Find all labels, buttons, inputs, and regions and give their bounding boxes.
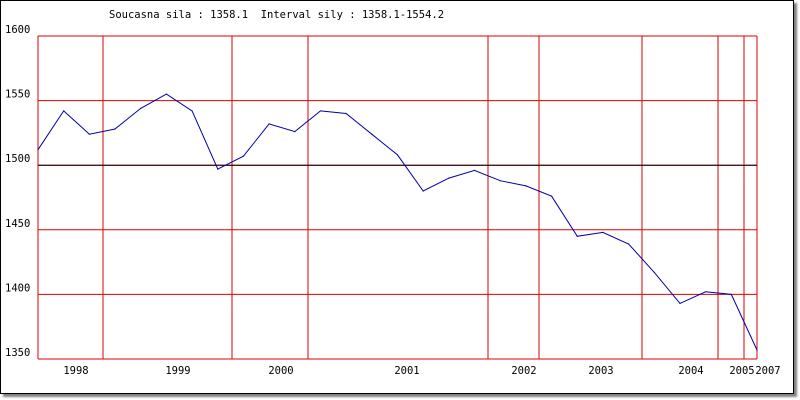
data-point-18 <box>499 180 501 182</box>
data-point-9 <box>268 123 270 125</box>
y-tick-label: 1500 <box>5 153 30 165</box>
data-point-17 <box>473 169 476 171</box>
x-tick-label: 1998 <box>63 365 88 377</box>
data-point-20 <box>550 195 553 197</box>
data-point-10 <box>294 131 296 133</box>
y-tick-label: 1600 <box>5 24 30 36</box>
chart-frame: Soucasna sila : 1358.1 Interval sily : 1… <box>0 0 794 394</box>
data-point-16 <box>448 177 450 179</box>
data-point-11 <box>319 110 322 112</box>
data-point-1 <box>63 110 65 112</box>
x-tick-label: 2003 <box>588 365 613 377</box>
horizontal-gridlines <box>38 35 757 360</box>
data-point-0 <box>37 149 39 151</box>
chart-header: Soucasna sila : 1358.1 Interval sily : 1… <box>109 9 444 21</box>
x-tick-label: 2001 <box>394 365 419 377</box>
y-tick-label: 1350 <box>5 347 30 359</box>
data-point-28 <box>756 349 758 351</box>
x-tick-label: 1999 <box>165 365 190 377</box>
data-point-27 <box>730 293 732 295</box>
x-tick-label: 2004 <box>678 365 703 377</box>
x-tick-label: 2002 <box>511 365 536 377</box>
data-point-14 <box>396 154 399 156</box>
y-tick-labels: 1350 1400 1450 1500 1550 1600 <box>5 24 30 359</box>
data-point-7 <box>217 168 219 170</box>
data-point-15 <box>422 190 424 192</box>
y-tick-label: 1550 <box>5 89 30 101</box>
series-line <box>37 93 758 351</box>
data-point-12 <box>345 112 347 115</box>
x-tick-label: 2005 <box>729 365 754 377</box>
data-point-21 <box>576 235 578 237</box>
data-point-5 <box>165 93 167 95</box>
series-points <box>37 93 758 351</box>
x-tick-label: 2000 <box>268 365 293 377</box>
data-point-19 <box>525 185 527 187</box>
data-point-24 <box>653 271 655 274</box>
x-tick-label: 2007 <box>755 365 780 377</box>
data-point-26 <box>705 291 707 293</box>
y-tick-label: 1400 <box>5 282 30 294</box>
data-point-25 <box>679 302 681 305</box>
data-point-4 <box>140 107 142 109</box>
data-point-3 <box>114 128 116 130</box>
data-point-22 <box>602 231 604 233</box>
data-point-23 <box>628 243 630 245</box>
data-point-6 <box>191 110 193 112</box>
y-tick-label: 1450 <box>5 218 30 230</box>
vertical-gridlines <box>37 36 758 359</box>
line-chart: Soucasna sila : 1358.1 Interval sily : 1… <box>5 9 781 377</box>
x-tick-labels: 1998 1999 2000 2001 2002 2003 2004 2005 2007 <box>63 365 780 377</box>
data-point-8 <box>242 155 245 157</box>
data-point-13 <box>371 133 373 135</box>
data-point-2 <box>88 133 90 135</box>
